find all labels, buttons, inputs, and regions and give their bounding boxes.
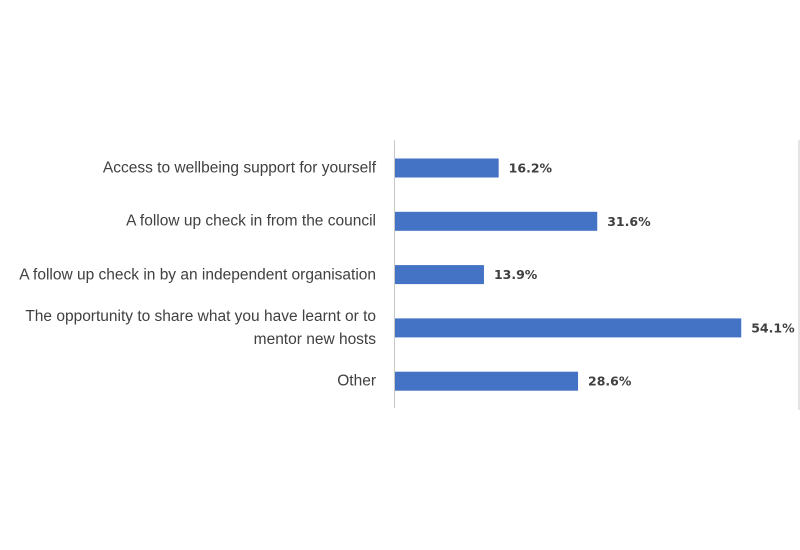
category-label: The opportunity to share what you have l… — [25, 307, 376, 348]
bar — [395, 158, 499, 178]
category-label: Access to wellbeing support for yourself — [102, 159, 376, 177]
value-label: 54.1% — [751, 320, 795, 335]
category-label: A follow up check in by an independent o… — [19, 266, 376, 284]
category-label: A follow up check in from the council — [126, 212, 376, 230]
bar — [395, 265, 484, 285]
value-label: 28.6% — [588, 374, 632, 389]
bar — [395, 371, 579, 391]
value-label: 16.2% — [509, 161, 553, 176]
value-label: 31.6% — [607, 214, 651, 229]
category-label: Other — [337, 372, 376, 390]
bar — [395, 211, 598, 231]
value-label: 13.9% — [494, 267, 538, 282]
bar — [395, 318, 742, 338]
